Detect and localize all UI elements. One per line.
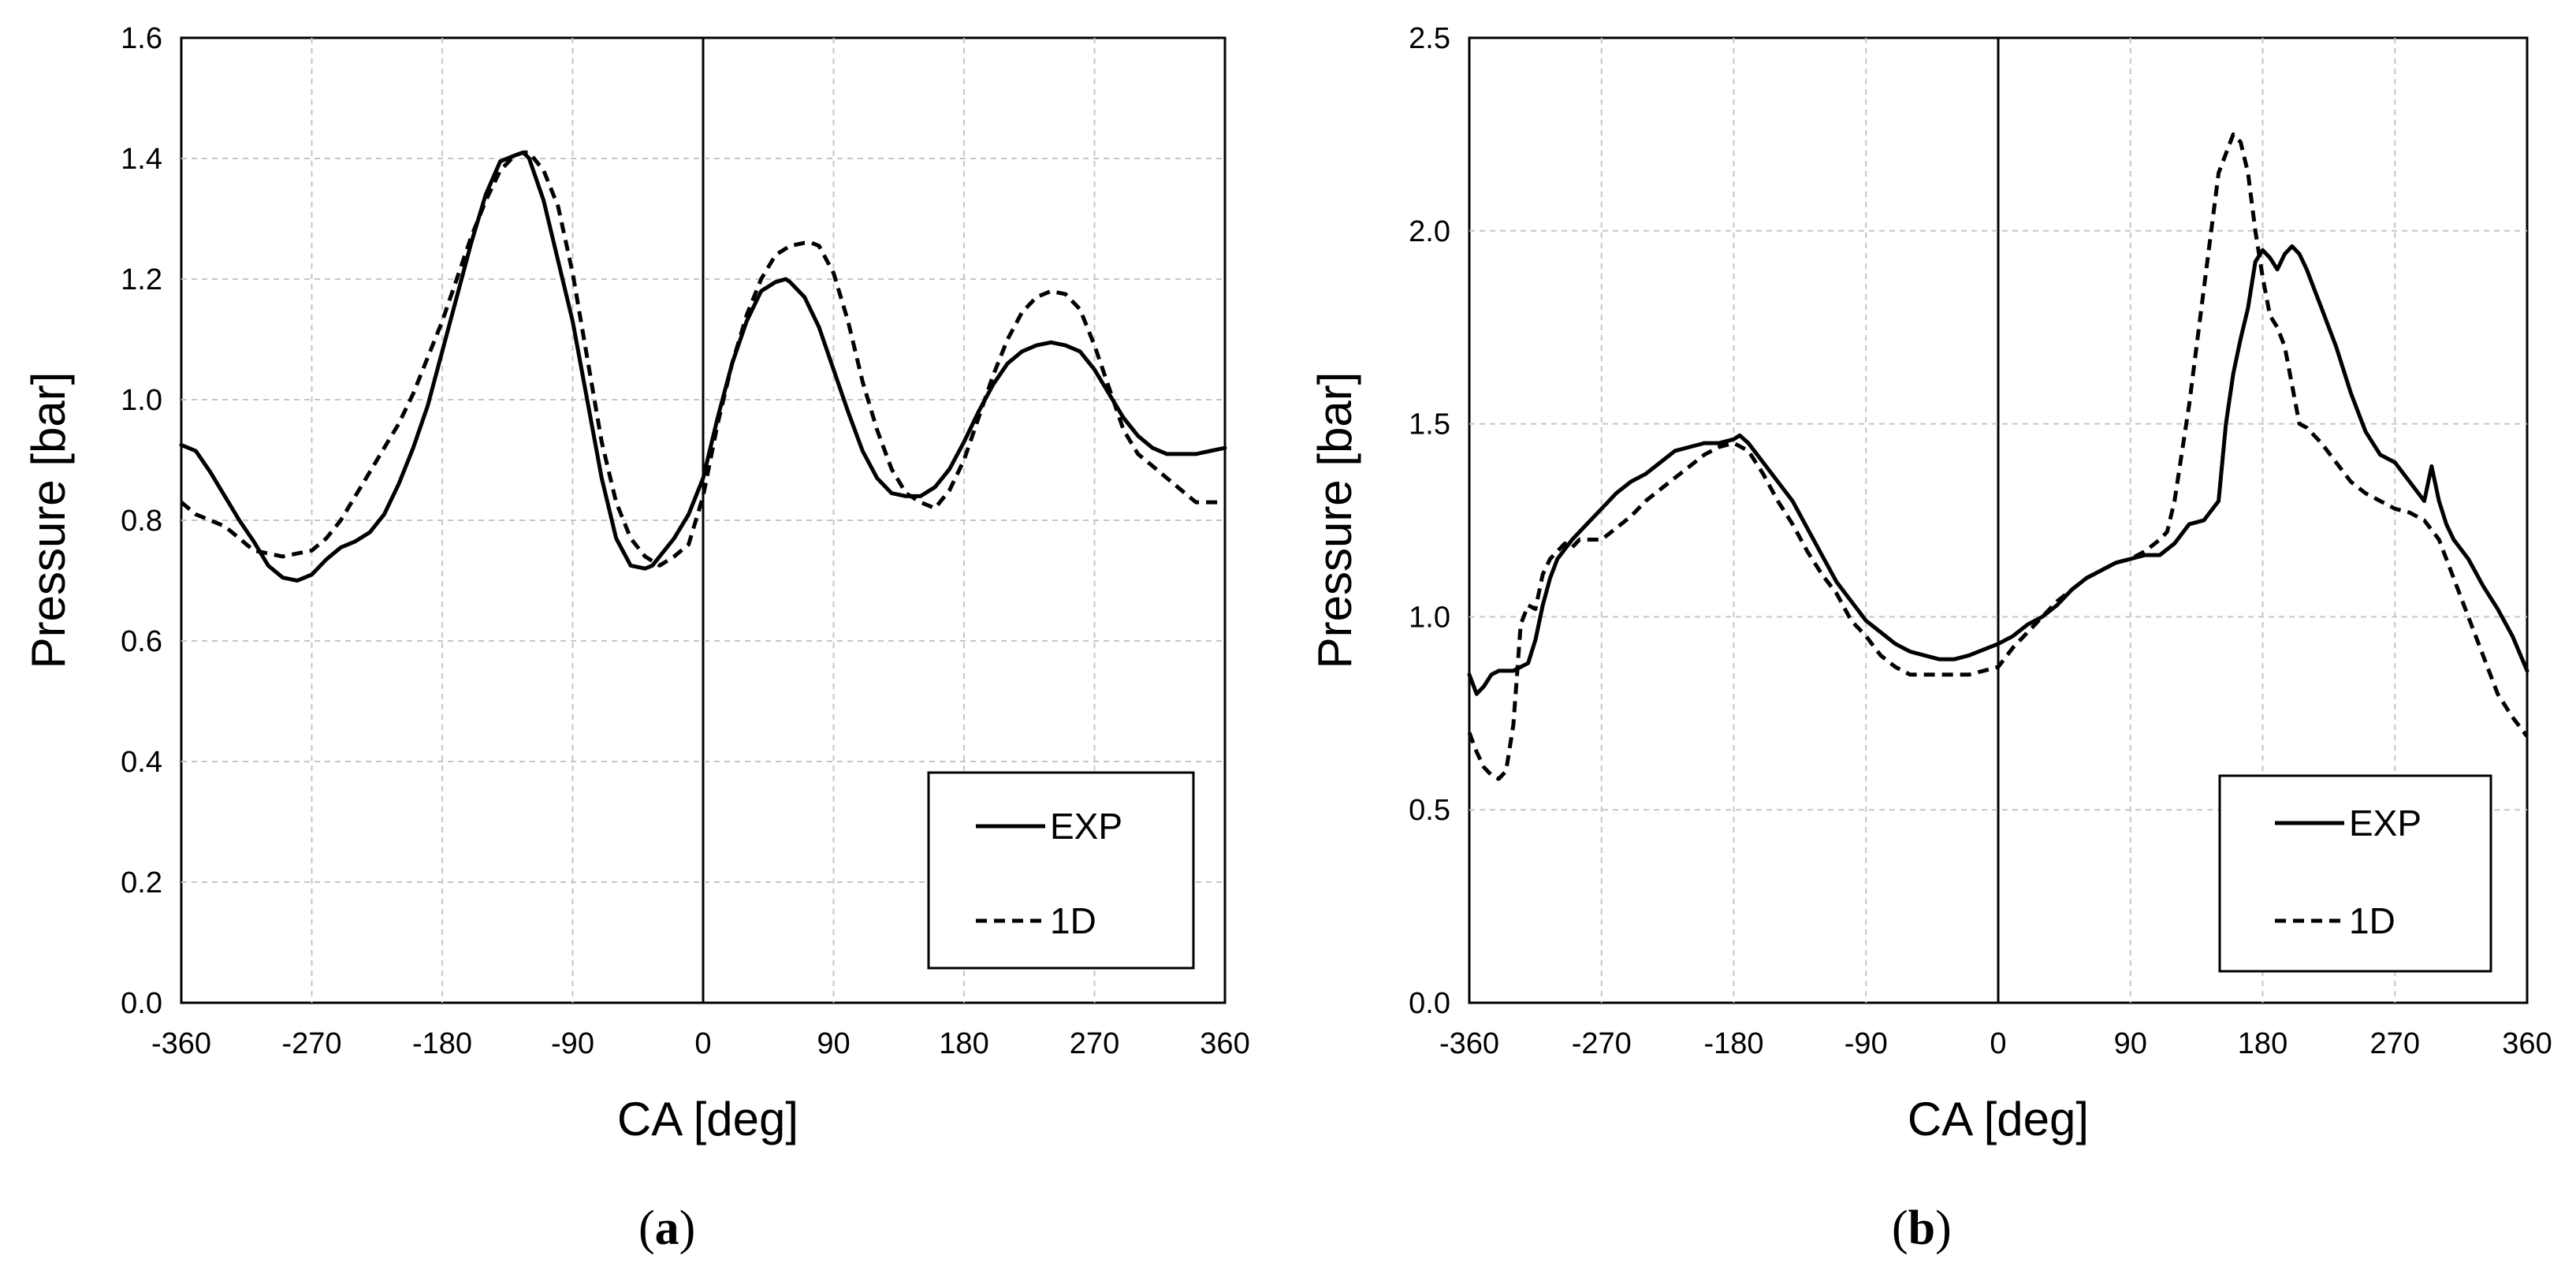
y-tick-label: 0.2 [121,866,162,900]
y-tick-label: 0.4 [121,746,162,779]
x-tick-label: -360 [1439,1027,1499,1060]
y-tick-label: 1.4 [121,143,162,176]
x-tick-label: -180 [412,1027,472,1060]
y-tick-label: 1.0 [121,384,162,417]
x-tick-label: 270 [2370,1027,2420,1060]
chart-panel-b: -360 -270 -180 -90 0 90 180 270 360 0.0 0.5 1.0 1.5… [1308,22,2552,1255]
x-tick-label: 180 [2238,1027,2288,1060]
x-tick-label: 180 [939,1027,988,1060]
series-line-exp [1467,244,2529,696]
legend: EXP 1D [927,771,1195,970]
x-tick-labels: -360 -270 -180 -90 0 90 180 270 360 [151,1027,1250,1060]
y-tick-label: 2.5 [1409,22,1450,55]
x-tick-label: -180 [1703,1027,1763,1060]
x-tick-label: -90 [1845,1027,1888,1060]
y-tick-label: 1.2 [121,263,162,296]
y-tick-label: 1.5 [1409,408,1450,441]
y-tick-labels: 0.0 0.2 0.4 0.6 0.8 1.0 1.2 1.4 1.6 [121,22,162,1020]
y-tick-label: 1.6 [121,22,162,55]
x-tick-label: 360 [1200,1027,1249,1060]
y-tick-label: 0.5 [1409,794,1450,827]
x-tick-labels: -360 -270 -180 -90 0 90 180 270 360 [1439,1027,2552,1060]
x-tick-label: 270 [1070,1027,1119,1060]
legend-label-exp: EXP [2349,803,2422,844]
gridlines [1469,38,2527,1003]
y-tick-label: 0.0 [121,987,162,1020]
y-tick-label: 0.6 [121,625,162,658]
panel-caption-a: (a) [638,1201,695,1255]
x-tick-label: -90 [551,1027,594,1060]
x-tick-label: 360 [2502,1027,2552,1060]
legend: EXP 1D [2218,774,2492,973]
series-lines [179,150,1227,583]
y-tick-labels: 0.0 0.5 1.0 1.5 2.0 2.5 [1409,22,1450,1020]
y-tick-label: 0.8 [121,505,162,538]
panel-label-b: b [1908,1201,1935,1255]
legend-label-1d: 1D [2349,900,2395,941]
y-tick-label: 0.0 [1409,987,1450,1020]
x-axis-label: CA [deg] [1908,1093,2089,1145]
x-tick-label: -270 [281,1027,341,1060]
series-line-exp [179,150,1227,583]
x-axis-label: CA [deg] [617,1093,798,1145]
series-line-1d [1467,132,2529,781]
y-axis-label: Pressure [bar] [22,372,75,669]
x-tick-label: -270 [1572,1027,1632,1060]
y-axis-label: Pressure [bar] [1308,372,1361,669]
x-tick-label: 90 [817,1027,850,1060]
x-tick-label: 90 [2114,1027,2147,1060]
legend-label-1d: 1D [1050,900,1096,941]
y-tick-label: 2.0 [1409,215,1450,248]
chart-panel-a: -360 -270 -180 -90 0 90 180 270 360 0.0 0.2 0.4 0.6… [22,22,1250,1255]
series-line-1d [180,150,1225,568]
y-tick-label: 1.0 [1409,601,1450,634]
x-tick-label: 0 [1990,1027,2006,1060]
panel-label-a: a [655,1201,679,1255]
panel-caption-b: (b) [1892,1201,1952,1255]
legend-box [2218,774,2492,973]
series-lines [1467,132,2529,781]
x-tick-label: -360 [151,1027,211,1060]
legend-label-exp: EXP [1050,806,1122,847]
legend-box [927,771,1195,970]
x-tick-label: 0 [694,1027,711,1060]
